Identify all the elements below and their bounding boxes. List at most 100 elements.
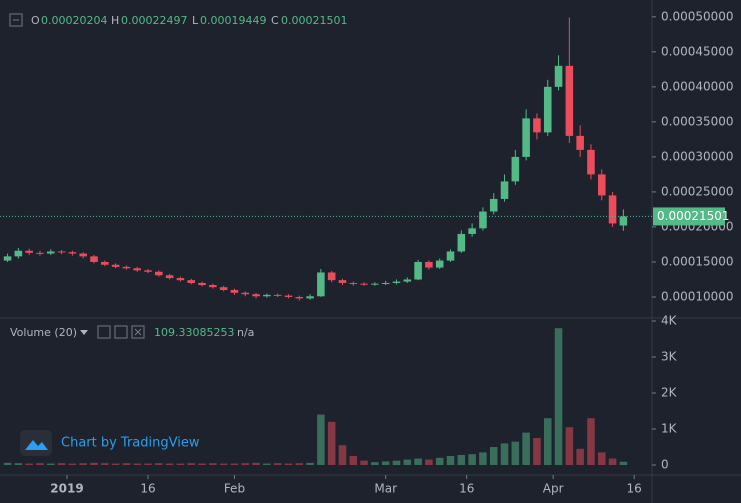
candle-body [381,282,390,284]
candle-body [241,292,250,295]
candle-body [14,250,23,257]
candle-body [57,251,66,253]
candle-body [68,252,77,254]
volume-bar [543,418,552,465]
volume-bar [209,463,217,465]
volume-bar [46,463,55,465]
volume-bar [371,462,379,465]
volume-menu[interactable] [80,330,88,335]
volume-bar [133,463,141,465]
volume-bar [252,462,260,465]
last-price-badge [653,207,725,226]
legend-open-label: O [31,14,40,27]
legend-high: 0.00022497 [121,14,187,27]
visibility-button[interactable] [97,325,111,339]
candle-body [144,270,152,272]
candle-body [295,296,304,299]
watermark[interactable]: Chart by TradingView [61,436,200,451]
candle-body [327,272,336,281]
volume-bar [25,463,33,465]
candle-body [90,256,98,262]
candle-body [349,282,358,284]
candle-body [36,252,44,254]
candle-body [479,211,487,229]
volume-bar [36,463,44,465]
volume-bar [176,463,185,465]
volume-bar [165,463,174,465]
volume-bar [349,456,358,465]
volume-bar [198,463,206,465]
volume-bar [219,463,228,465]
candle-body [317,272,325,297]
volume-bar [306,462,314,465]
y-tick-label: 0.00025000 [661,184,734,198]
volume-bar [489,447,498,465]
volume-bar [414,458,422,465]
candle-body [122,266,131,269]
volume-bar [295,463,304,465]
candle-body [209,285,217,288]
volume-bar [338,445,347,465]
volume-bar [511,441,520,465]
collapse-button[interactable] [9,13,23,27]
volume-bar [317,414,325,465]
volume-bar [392,460,401,465]
candle-body [522,118,530,157]
candle-body [338,280,347,283]
volume-bar [533,438,541,465]
remove-button[interactable] [131,325,145,339]
volume-bar [479,452,487,465]
y-tick-label: 0.00010000 [661,289,734,303]
y2-tick-label: 1K [661,422,678,436]
logo-badge[interactable] [20,430,52,456]
y-tick-label: 0.00030000 [661,149,734,163]
volume-value: 109.33085253 [154,326,234,339]
candle-body [284,295,293,297]
volume-bar [155,463,163,465]
y-tick-label: 0.00035000 [661,114,734,128]
volume-bar [565,427,574,465]
legend-high-label: H [111,14,119,27]
y2-tick-label: 3K [661,350,678,364]
candle-body [155,271,163,276]
candle-body [101,261,109,265]
volume-bar [230,463,239,465]
volume-ma: n/a [237,326,254,339]
x-tick-label: Feb [224,482,245,496]
candle-body [543,86,552,133]
candle-body [252,294,260,297]
volume-bar [457,454,466,465]
volume-bar [284,463,293,465]
candle-body [576,135,584,150]
volume-bar [122,463,131,465]
candle-body [371,283,379,285]
volume-bar [360,460,368,465]
y2-tick-label: 2K [661,386,678,400]
volume-bar [587,418,595,465]
volume-bar [3,462,12,465]
x-tick-label: 16 [459,482,474,496]
volume-bar [263,463,271,465]
candle-body [360,283,368,285]
volume-bar [101,463,109,465]
legend-close: 0.00021501 [281,14,347,27]
volume-bar [608,458,617,465]
x-tick-label: 16 [140,482,155,496]
candle-body [263,294,271,297]
candle-body [165,275,174,279]
candle-body [25,250,33,253]
candle-body [133,268,141,271]
x-tick-label: 2019 [50,482,83,496]
candle-body [46,251,55,254]
candle-body [468,228,476,234]
candle-body [306,296,314,299]
volume-bar [554,328,563,465]
settings-button[interactable] [114,325,128,339]
volume-bar [144,463,152,465]
volume-bar [468,454,476,465]
candle-body [111,264,120,267]
last-price-label: 0.00021501 [657,209,730,223]
x-tick-label: Apr [543,482,564,496]
volume-bar [522,432,530,465]
volume-bar [425,459,433,465]
